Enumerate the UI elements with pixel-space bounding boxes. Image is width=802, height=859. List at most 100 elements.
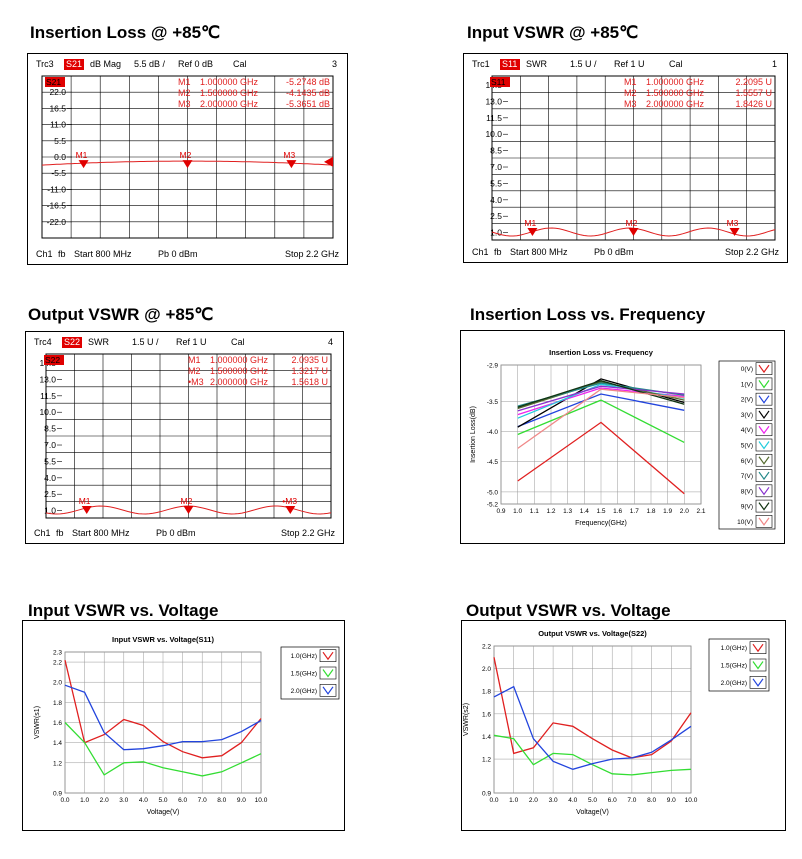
vna-marker-label: M1 bbox=[79, 496, 91, 506]
chart-legend-label: 5(V) bbox=[741, 443, 753, 450]
vna-ref: Ref 1 U bbox=[176, 337, 207, 347]
chart-legend-swatch-mark bbox=[752, 661, 764, 670]
vna-y-tick-label: 1.0 bbox=[490, 228, 502, 238]
vna-marker-readout-name: M3 bbox=[624, 99, 637, 109]
chart-legend-swatch-mark bbox=[758, 380, 770, 389]
vna-param-label: S22 bbox=[64, 337, 80, 347]
chart-x-tick-label: 2.0 bbox=[100, 797, 109, 804]
chart-y-tick-label: 1.4 bbox=[53, 740, 62, 747]
chart-panel-output-vswr-vs-voltage: Output VSWR vs. Voltage(S22) 0.0 1.0 2.0 3.0… bbox=[461, 620, 786, 831]
chart-x-axis-label: Frequency(GHz) bbox=[575, 520, 627, 527]
chart-series-line bbox=[517, 385, 685, 412]
chart-legend-swatch-mark bbox=[758, 395, 770, 404]
chart-input-vswr-vs-voltage: Input VSWR vs. Voltage(S11) 0.0 1.0 2.0 3.0 4… bbox=[34, 635, 340, 816]
chart-y-axis-label: VSWR(s1) bbox=[34, 706, 41, 739]
title-insertion-loss-vs-frequency: Insertion Loss vs. Frequency bbox=[470, 305, 706, 324]
chart-legend-swatch-mark bbox=[752, 678, 764, 687]
vna-footer-channel: Ch1 bbox=[34, 528, 51, 538]
vna-y-tick-label: 10.0 bbox=[485, 129, 502, 139]
chart-y-tick-label: 1.6 bbox=[482, 711, 491, 718]
chart-legend-label: 1(V) bbox=[741, 381, 753, 388]
vna-y-tick-label: 10.0 bbox=[39, 407, 56, 417]
chart-x-tick-label: 1.2 bbox=[546, 508, 555, 515]
chart-y-tick-label: 2.2 bbox=[482, 644, 491, 651]
vna-marker-readout-name: M3 bbox=[178, 99, 191, 109]
vna-trace-name: Trc4 bbox=[34, 337, 52, 347]
chart-legend-swatch-mark bbox=[758, 456, 770, 465]
chart-title: Insertion Loss vs. Frequency bbox=[549, 348, 654, 357]
chart-x-tick-label: 1.8 bbox=[646, 508, 655, 515]
chart-x-tick-label: 6.0 bbox=[608, 797, 617, 804]
vna-marker-triangle bbox=[527, 228, 538, 236]
chart-title: Output VSWR vs. Voltage(S22) bbox=[538, 629, 647, 638]
chart-x-tick-label: 4.0 bbox=[139, 797, 148, 804]
chart-legend-label: 1.0(GHz) bbox=[721, 645, 747, 652]
vna-marker-readout-value: -5.3651 dB bbox=[286, 99, 330, 109]
chart-x-tick-label: 0.9 bbox=[496, 508, 505, 515]
chart-y-tick-label: 1.8 bbox=[482, 689, 491, 696]
vna-marker-readout-value: 1.8426 U bbox=[735, 99, 772, 109]
vna-y-tick-label: -5.5 bbox=[51, 168, 66, 178]
chart-x-tick-label: 1.0 bbox=[509, 797, 518, 804]
chart-legend-label: 10(V) bbox=[737, 519, 753, 526]
vna-screen-insertion-loss: Trc3 S21 dB Mag 5.5 dB / Ref 0 dB Cal 3 22.0 16.… bbox=[36, 59, 339, 259]
chart-x-tick-label: 6.0 bbox=[178, 797, 187, 804]
title-input-vswr-85: Input VSWR @ +85℃ bbox=[467, 23, 639, 42]
chart-x-tick-label: 2.0 bbox=[529, 797, 538, 804]
chart-y-tick-label: 2.0 bbox=[53, 680, 62, 687]
vna-marker-label: •M3 bbox=[282, 496, 297, 506]
vna-footer-power: Pb 0 dBm bbox=[158, 249, 198, 259]
chart-legend-swatch-mark bbox=[758, 486, 770, 496]
chart-y-tick-label: 2.0 bbox=[482, 666, 491, 673]
chart-x-tick-label: 1.4 bbox=[580, 508, 589, 515]
chart-series-line bbox=[493, 657, 692, 759]
chart-series-line bbox=[493, 685, 692, 770]
chart-legend-swatch-mark bbox=[758, 517, 770, 526]
vna-marker-label: M3 bbox=[283, 150, 295, 160]
vna-trace-badge-bg bbox=[44, 355, 64, 365]
chart-y-tick-label: 1.4 bbox=[482, 734, 491, 741]
chart-series-line bbox=[517, 388, 685, 449]
vna-marker-readout-value: 2.2095 U bbox=[735, 77, 772, 87]
chart-series-line bbox=[517, 380, 685, 408]
chart-y-tick-label: 1.2 bbox=[53, 760, 62, 767]
vna-cal: Cal bbox=[231, 337, 245, 347]
vna-cal: Cal bbox=[233, 59, 247, 69]
chart-panel-input-vswr-vs-voltage: Input VSWR vs. Voltage(S11) 0.0 1.0 2.0 3.0 4… bbox=[22, 620, 345, 831]
vna-ref-level-arrow bbox=[324, 156, 333, 167]
vna-marker-triangle bbox=[183, 506, 194, 514]
chart-legend-swatch-mark bbox=[752, 643, 764, 653]
chart-series-line bbox=[493, 734, 692, 776]
chart-panel-insertion-loss-vs-frequency: Insertion Loss vs. Frequency 0.9 1.0 1.1 1.2… bbox=[460, 330, 785, 544]
vna-y-tick-label: -22.0 bbox=[47, 217, 67, 227]
vna-y-tick-label: 13.0 bbox=[485, 96, 502, 106]
vna-y-tick-label: 5.5 bbox=[44, 456, 56, 466]
title-output-vswr-85: Output VSWR @ +85℃ bbox=[28, 305, 214, 324]
vna-y-tick-label: 11.0 bbox=[50, 120, 66, 130]
vna-trace-badge-bg bbox=[490, 77, 510, 87]
vna-marker-readout-name: M1 bbox=[624, 77, 637, 87]
chart-legend-swatch-mark bbox=[322, 669, 334, 678]
vna-marker-label: M3 bbox=[727, 218, 739, 228]
chart-x-tick-label: 2.0 bbox=[680, 508, 689, 515]
vna-footer-fb: fb bbox=[494, 247, 502, 257]
vna-trace-badge: S21 bbox=[46, 77, 61, 87]
vna-marker-readout-value: -5.2748 dB bbox=[286, 77, 330, 87]
chart-series-line bbox=[517, 393, 685, 428]
vna-marker-triangle bbox=[729, 228, 740, 236]
vna-footer-start: Start 800 MHz bbox=[72, 528, 130, 538]
vna-y-tick-label: 11.5 bbox=[486, 113, 502, 123]
chart-y-tick-label: -5.0 bbox=[487, 489, 499, 496]
vna-trace-number: 4 bbox=[328, 337, 333, 347]
chart-x-axis-label: Voltage(V) bbox=[147, 809, 180, 816]
vna-trace-badge-bg bbox=[45, 77, 65, 87]
vna-y-tick-label: -16.5 bbox=[47, 201, 67, 211]
vna-marker-readout-freq: 2.000000 GHz bbox=[200, 99, 259, 109]
vna-scale: 5.5 dB / bbox=[134, 59, 166, 69]
chart-title: Input VSWR vs. Voltage(S11) bbox=[112, 635, 214, 644]
vna-marker-readout-freq: 1.500000 GHz bbox=[646, 88, 705, 98]
vna-param-badge-bg bbox=[62, 337, 82, 348]
chart-x-axis-label: Voltage(V) bbox=[576, 809, 609, 816]
vna-marker-triangle bbox=[628, 228, 639, 236]
